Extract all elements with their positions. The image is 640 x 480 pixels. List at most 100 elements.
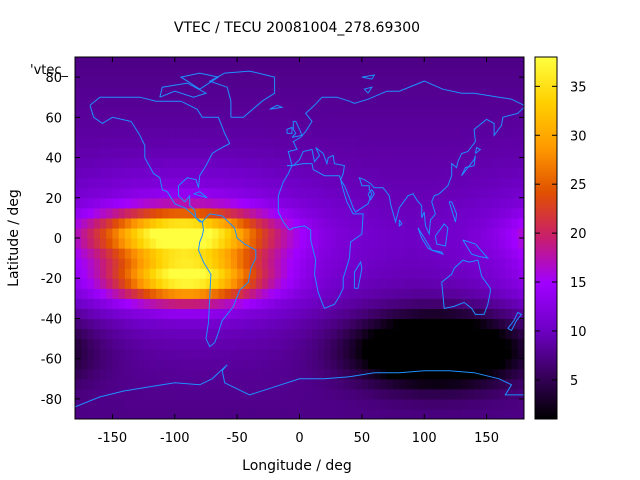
- heatmap-cell: [393, 227, 400, 239]
- heatmap-cell: [505, 137, 513, 149]
- heatmap-cell: [218, 67, 226, 78]
- heatmap-cell: [293, 368, 301, 380]
- heatmap-cell: [249, 358, 257, 370]
- heatmap-cell: [499, 328, 506, 340]
- heatmap-cell: [424, 167, 432, 179]
- heatmap-cell: [336, 57, 344, 68]
- heatmap-cell: [455, 107, 463, 118]
- heatmap-cell: [162, 258, 170, 269]
- heatmap-cell: [124, 217, 132, 229]
- heatmap-cell: [193, 348, 201, 360]
- heatmap-cell: [474, 67, 481, 78]
- heatmap-cell: [424, 378, 432, 390]
- heatmap-cell: [499, 378, 506, 390]
- heatmap-cell: [517, 408, 524, 419]
- heatmap-cell: [118, 187, 126, 199]
- heatmap-cell: [81, 398, 89, 410]
- heatmap-cell: [262, 388, 269, 400]
- heatmap-cell: [293, 97, 301, 108]
- heatmap-cell: [224, 77, 232, 88]
- heatmap-cell: [205, 368, 213, 380]
- heatmap-cell: [262, 77, 269, 88]
- heatmap-cell: [311, 177, 319, 189]
- heatmap-cell: [461, 127, 469, 139]
- heatmap-cell: [255, 87, 263, 98]
- heatmap-cell: [75, 368, 82, 380]
- heatmap-cell: [249, 207, 257, 219]
- heatmap-cell: [174, 358, 182, 370]
- heatmap-cell: [137, 167, 145, 179]
- heatmap-cell: [349, 147, 357, 159]
- heatmap-cell: [430, 378, 438, 390]
- heatmap-cell: [399, 87, 407, 98]
- heatmap-cell: [237, 338, 244, 350]
- heatmap-cell: [99, 67, 107, 78]
- heatmap-cell: [218, 197, 226, 209]
- heatmap-cell: [212, 67, 220, 78]
- heatmap-cell: [330, 187, 338, 199]
- heatmap-cell: [118, 107, 126, 118]
- heatmap-cell: [230, 97, 238, 108]
- heatmap-cell: [361, 258, 369, 269]
- heatmap-cell: [143, 408, 151, 419]
- heatmap-cell: [343, 338, 350, 350]
- heatmap-cell: [486, 127, 494, 139]
- heatmap-cell: [411, 398, 419, 410]
- heatmap-cell: [118, 258, 126, 269]
- heatmap-cell: [193, 137, 201, 149]
- heatmap-cell: [187, 338, 195, 350]
- heatmap-cell: [137, 157, 145, 169]
- heatmap-cell: [386, 217, 394, 229]
- heatmap-cell: [305, 238, 313, 249]
- heatmap-cell: [449, 97, 457, 108]
- heatmap-cell: [268, 248, 276, 259]
- heatmap-cell: [287, 147, 294, 159]
- heatmap-cell: [106, 358, 114, 370]
- heatmap-cell: [174, 197, 182, 209]
- heatmap-cell: [81, 278, 89, 289]
- heatmap-cell: [505, 308, 513, 320]
- heatmap-cell: [442, 278, 450, 289]
- heatmap-cell: [280, 77, 288, 88]
- heatmap-cell: [417, 147, 425, 159]
- heatmap-cell: [274, 137, 282, 149]
- heatmap-cell: [386, 137, 394, 149]
- heatmap-cell: [99, 207, 107, 219]
- heatmap-cell: [449, 167, 457, 179]
- heatmap-cell: [112, 378, 120, 390]
- heatmap-cell: [212, 348, 220, 360]
- heatmap-cell: [137, 187, 145, 199]
- heatmap-cell: [212, 77, 220, 88]
- heatmap-cell: [287, 388, 294, 400]
- heatmap-cell: [99, 378, 107, 390]
- heatmap-cell: [131, 318, 138, 330]
- heatmap-cell: [124, 97, 132, 108]
- heatmap-cell: [368, 147, 375, 159]
- heatmap-cell: [517, 167, 524, 179]
- heatmap-cell: [349, 278, 357, 289]
- heatmap-cell: [280, 57, 288, 68]
- heatmap-cell: [311, 338, 319, 350]
- heatmap-cell: [480, 77, 488, 88]
- heatmap-cell: [87, 328, 95, 340]
- heatmap-cell: [131, 268, 138, 279]
- heatmap-cell: [311, 127, 319, 139]
- heatmap-cell: [106, 207, 114, 219]
- heatmap-cell: [386, 398, 394, 410]
- heatmap-cell: [224, 338, 232, 350]
- heatmap-cell: [193, 107, 201, 118]
- heatmap-cell: [156, 117, 163, 128]
- heatmap-cell: [249, 97, 257, 108]
- heatmap-cell: [399, 147, 407, 159]
- heatmap-cell: [137, 328, 145, 340]
- heatmap-cell: [137, 238, 145, 249]
- heatmap-cell: [455, 288, 463, 299]
- heatmap-cell: [467, 67, 475, 78]
- heatmap-cell: [380, 308, 388, 320]
- heatmap-cell: [168, 388, 176, 400]
- heatmap-cell: [118, 87, 126, 98]
- heatmap-cell: [343, 77, 350, 88]
- coastline: [179, 72, 220, 90]
- heatmap-cell: [336, 378, 344, 390]
- heatmap-cell: [311, 348, 319, 360]
